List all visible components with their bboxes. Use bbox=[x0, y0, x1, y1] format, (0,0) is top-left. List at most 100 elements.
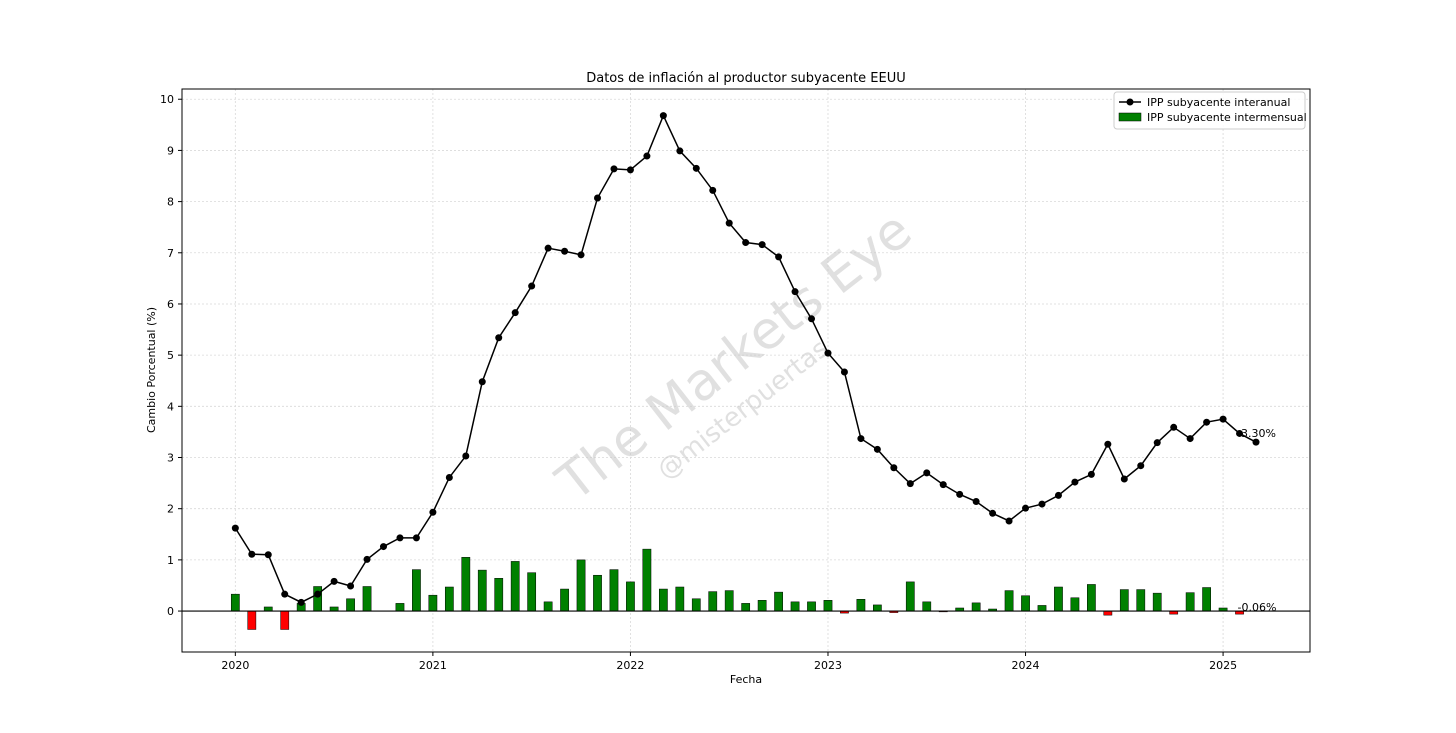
point-interanual bbox=[758, 241, 766, 249]
point-interanual bbox=[923, 469, 931, 477]
point-interanual bbox=[231, 524, 239, 532]
point-interanual bbox=[1137, 462, 1145, 470]
point-interanual bbox=[1186, 435, 1194, 443]
bar-intermensual bbox=[1152, 592, 1162, 612]
ticks-layer: 0 1 2 3 4 5 6 7 8 9 10 2020 2021 2022 2023 2024 2025 bbox=[160, 93, 1237, 672]
bar-intermensual bbox=[560, 588, 569, 612]
point-interanual bbox=[379, 543, 387, 551]
point-interanual bbox=[1252, 438, 1260, 446]
point-interanual bbox=[659, 112, 667, 120]
annotation-line-last: 3.30% bbox=[1241, 427, 1276, 440]
point-interanual bbox=[445, 473, 453, 481]
x-tick-label: 2022 bbox=[616, 659, 644, 672]
bar-intermensual bbox=[675, 586, 685, 612]
point-interanual bbox=[1087, 470, 1095, 478]
point-interanual bbox=[890, 464, 898, 472]
point-interanual bbox=[1005, 517, 1013, 525]
point-interanual bbox=[1170, 423, 1178, 431]
point-interanual bbox=[561, 247, 569, 255]
point-interanual bbox=[676, 147, 684, 155]
point-interanual bbox=[1219, 415, 1227, 423]
y-tick-label: 10 bbox=[160, 93, 174, 106]
bar-intermensual bbox=[905, 581, 915, 612]
point-interanual bbox=[330, 577, 338, 585]
bar-intermensual bbox=[658, 588, 668, 612]
point-interanual bbox=[1038, 500, 1046, 508]
point-interanual bbox=[1203, 418, 1211, 426]
bar-intermensual bbox=[642, 548, 652, 612]
bar-intermensual bbox=[230, 593, 240, 612]
bar-intermensual bbox=[724, 590, 734, 612]
bar-intermensual bbox=[856, 599, 866, 612]
point-interanual bbox=[544, 244, 552, 252]
legend-box bbox=[1113, 91, 1306, 130]
line-layer bbox=[231, 112, 1260, 606]
bar-intermensual bbox=[1119, 589, 1129, 612]
point-interanual bbox=[412, 534, 420, 542]
y-axis-title: Cambio Porcentual (%) bbox=[145, 307, 158, 433]
point-interanual bbox=[1236, 429, 1244, 437]
bar-intermensual bbox=[494, 578, 504, 612]
y-tick-label: 3 bbox=[167, 452, 174, 465]
point-interanual bbox=[939, 481, 947, 489]
point-interanual bbox=[972, 498, 980, 506]
x-tick-label: 2023 bbox=[814, 659, 842, 672]
point-interanual bbox=[791, 288, 799, 296]
bar-intermensual bbox=[593, 574, 602, 612]
point-interanual bbox=[956, 490, 964, 498]
bar-intermensual bbox=[1136, 589, 1146, 612]
point-interanual bbox=[742, 239, 750, 247]
bar-intermensual bbox=[1021, 595, 1030, 612]
bar-intermensual bbox=[708, 591, 718, 612]
point-interanual bbox=[1104, 440, 1112, 448]
point-interanual bbox=[281, 590, 289, 598]
bar-intermensual bbox=[971, 602, 981, 612]
bar-intermensual bbox=[691, 598, 701, 612]
x-tick-label: 2024 bbox=[1012, 659, 1040, 672]
point-interanual bbox=[297, 598, 305, 606]
watermark-main-text: The Markets Eye bbox=[545, 200, 923, 513]
point-interanual bbox=[577, 251, 585, 259]
annotation-bar-last: -0.06% bbox=[1238, 601, 1277, 614]
point-interanual bbox=[314, 590, 322, 598]
bar-intermensual bbox=[790, 601, 800, 612]
x-tick-label: 2025 bbox=[1209, 659, 1237, 672]
bar-intermensual bbox=[477, 569, 487, 612]
y-tick-label: 6 bbox=[167, 298, 174, 311]
bar-intermensual bbox=[444, 586, 454, 612]
bar-intermensual bbox=[362, 586, 372, 612]
bar-intermensual bbox=[1054, 586, 1063, 612]
point-interanual bbox=[347, 582, 355, 590]
point-interanual bbox=[824, 349, 832, 357]
bar-intermensual bbox=[247, 610, 257, 630]
bar-intermensual bbox=[1037, 605, 1047, 612]
bar-intermensual bbox=[823, 600, 833, 612]
point-interanual bbox=[594, 194, 602, 202]
bar-intermensual bbox=[263, 606, 273, 612]
point-interanual bbox=[1120, 475, 1128, 483]
point-interanual bbox=[429, 508, 437, 516]
point-interanual bbox=[264, 551, 272, 559]
point-interanual bbox=[692, 164, 700, 172]
bar-intermensual bbox=[757, 600, 767, 612]
y-tick-label: 4 bbox=[167, 400, 174, 413]
point-interanual bbox=[462, 452, 470, 460]
bar-intermensual bbox=[1185, 592, 1195, 612]
grid-layer bbox=[182, 89, 1310, 652]
point-interanual bbox=[363, 555, 371, 563]
bar-intermensual bbox=[576, 559, 586, 612]
bar-intermensual bbox=[543, 601, 553, 612]
bar-intermensual bbox=[510, 561, 520, 612]
bar-intermensual bbox=[329, 606, 339, 612]
point-interanual bbox=[643, 152, 651, 160]
bar-intermensual bbox=[313, 586, 323, 612]
point-interanual bbox=[808, 315, 816, 323]
bar-intermensual bbox=[741, 603, 751, 612]
bar-intermensual bbox=[774, 591, 783, 612]
bar-intermensual bbox=[873, 604, 882, 612]
bar-intermensual bbox=[807, 601, 816, 612]
point-interanual bbox=[1054, 491, 1062, 499]
point-interanual bbox=[528, 282, 536, 290]
